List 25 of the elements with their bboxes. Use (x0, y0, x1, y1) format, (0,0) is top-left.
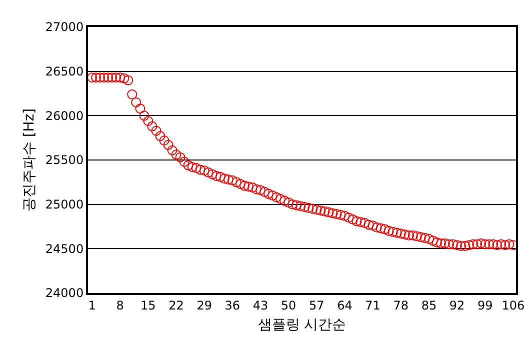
x-tick-label: 57 (309, 298, 324, 312)
x-tick-label: 8 (116, 298, 124, 312)
x-tick-label: 22 (168, 298, 184, 312)
x-tick-label: 1 (88, 298, 96, 312)
y-tick-label: 26000 (45, 108, 84, 123)
x-tick-label: 85 (421, 298, 437, 312)
y-tick-label: 25500 (45, 153, 84, 168)
y-tick-label: 26500 (45, 64, 84, 79)
x-tick-label: 106 (502, 298, 525, 312)
x-axis-title: 샘플링 시간순 (258, 317, 346, 334)
x-tick-label: 64 (337, 298, 352, 312)
x-tick-label: 99 (477, 298, 493, 312)
x-tick-label: 71 (365, 298, 380, 312)
y-tick-label: 25000 (45, 198, 84, 212)
x-tick-label: 15 (140, 298, 156, 312)
x-tick-label: 43 (252, 298, 268, 312)
x-tick-label: 78 (393, 298, 409, 312)
y-tick-label: 24000 (45, 286, 84, 300)
y-axis-title: 공진주파수 [Hz] (22, 108, 38, 212)
x-tick-label: 29 (196, 298, 212, 312)
y-tick-label: 27000 (45, 20, 84, 34)
x-tick-label: 92 (449, 298, 465, 312)
y-tick-label: 24500 (45, 242, 84, 256)
x-tick-label: 50 (280, 298, 296, 312)
x-tick-label: 36 (224, 298, 240, 312)
